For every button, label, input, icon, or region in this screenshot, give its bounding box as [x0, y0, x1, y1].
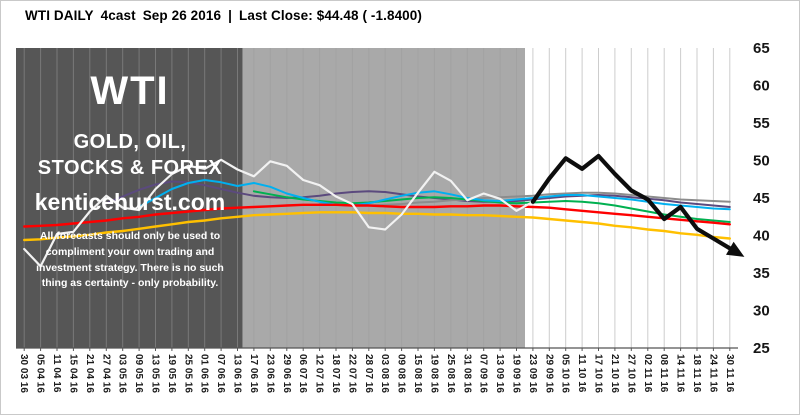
x-axis-label: 21 10 16 [609, 354, 620, 393]
forecast-arrow [726, 241, 745, 257]
x-axis-label: 09 05 16 [133, 354, 144, 393]
x-axis-label: 27 04 16 [100, 354, 111, 393]
x-axis-label: 14 11 16 [675, 354, 686, 393]
x-axis-label: 01 06 16 [199, 354, 210, 393]
x-axis-label: 25 08 16 [445, 354, 456, 393]
y-axis-label: 40 [753, 228, 770, 245]
x-axis-label: 02 11 16 [642, 354, 653, 393]
x-axis-label: 28 07 16 [363, 354, 374, 393]
x-axis-label: 19 05 16 [166, 354, 177, 393]
series-yellow-ma [23, 211, 731, 242]
y-axis-label: 60 [753, 78, 770, 95]
x-axis-label: 23 06 16 [264, 354, 275, 393]
x-axis-label: 23 09 16 [527, 354, 538, 393]
x-axis-label: 15 04 16 [67, 354, 78, 393]
series-price-history [23, 158, 535, 268]
x-axis-label: 03 05 16 [117, 354, 128, 393]
x-axis-label: 08 11 16 [658, 354, 669, 393]
x-axis-label: 17 10 16 [593, 354, 604, 393]
x-axis-label: 21 04 16 [84, 354, 95, 393]
y-axis-label: 25 [753, 340, 770, 357]
series-green-model [252, 190, 731, 223]
x-axis-label: 19 08 16 [428, 354, 439, 393]
x-axis-label: 30 11 16 [724, 354, 735, 393]
forecast-method-label: 4cast [100, 8, 136, 23]
last-close-text: Last Close: $44.48 ( -1.8400) [239, 8, 422, 23]
x-axis-label: 05 04 16 [35, 354, 46, 393]
x-axis-label: 29 09 16 [543, 354, 554, 393]
y-axis-label: 50 [753, 153, 770, 170]
x-axis-label: 19 09 16 [511, 354, 522, 393]
y-axis-label: 45 [753, 190, 770, 207]
x-axis-label: 13 06 16 [232, 354, 243, 393]
x-axis-label: 11 10 16 [576, 354, 587, 393]
y-axis-label: 65 [753, 40, 770, 57]
x-axis-label: 07 06 16 [215, 354, 226, 393]
x-axis-label: 31 08 16 [461, 354, 472, 393]
series-red-ma [23, 203, 731, 228]
x-axis-label: 18 11 16 [691, 354, 702, 393]
series-forecast-path [530, 153, 732, 251]
x-axis-label: 11 04 16 [51, 354, 62, 393]
series-gray-model [318, 191, 731, 207]
series-cyan-model [138, 179, 731, 211]
x-axis-label: 18 07 16 [330, 354, 341, 393]
region-history-dark [16, 48, 243, 348]
instrument-label: WTI DAILY [25, 8, 94, 23]
x-axis-label: 13 09 16 [494, 354, 505, 393]
chart-title-bar: WTI DAILY 4cast Sep 26 2016 | Last Close: $4… [25, 8, 422, 23]
x-axis-label: 13 05 16 [150, 354, 161, 393]
x-axis-label: 06 07 16 [297, 354, 308, 393]
x-axis-label: 29 06 16 [281, 354, 292, 393]
x-axis-label: 22 07 16 [346, 354, 357, 393]
x-axis-label: 24 11 16 [707, 354, 718, 393]
x-axis-label: 25 05 16 [182, 354, 193, 393]
title-divider: | [228, 8, 232, 23]
x-axis-label: 03 08 16 [379, 354, 390, 393]
y-axis-label: 35 [753, 265, 770, 282]
series-purple-model [105, 180, 731, 208]
x-axis-label: 15 08 16 [412, 354, 423, 393]
y-axis-label: 55 [753, 115, 770, 132]
x-axis-label: 09 08 16 [396, 354, 407, 393]
x-axis-label: 12 07 16 [314, 354, 325, 393]
x-axis-label: 05 10 16 [560, 354, 571, 393]
x-axis-label: 17 06 16 [248, 354, 259, 393]
x-axis-label: 30 03 16 [18, 354, 29, 393]
x-axis-label: 07 09 16 [478, 354, 489, 393]
forecast-date: Sep 26 2016 [142, 8, 222, 23]
y-axis-label: 30 [753, 303, 770, 320]
x-axis-label: 27 10 16 [625, 354, 636, 393]
